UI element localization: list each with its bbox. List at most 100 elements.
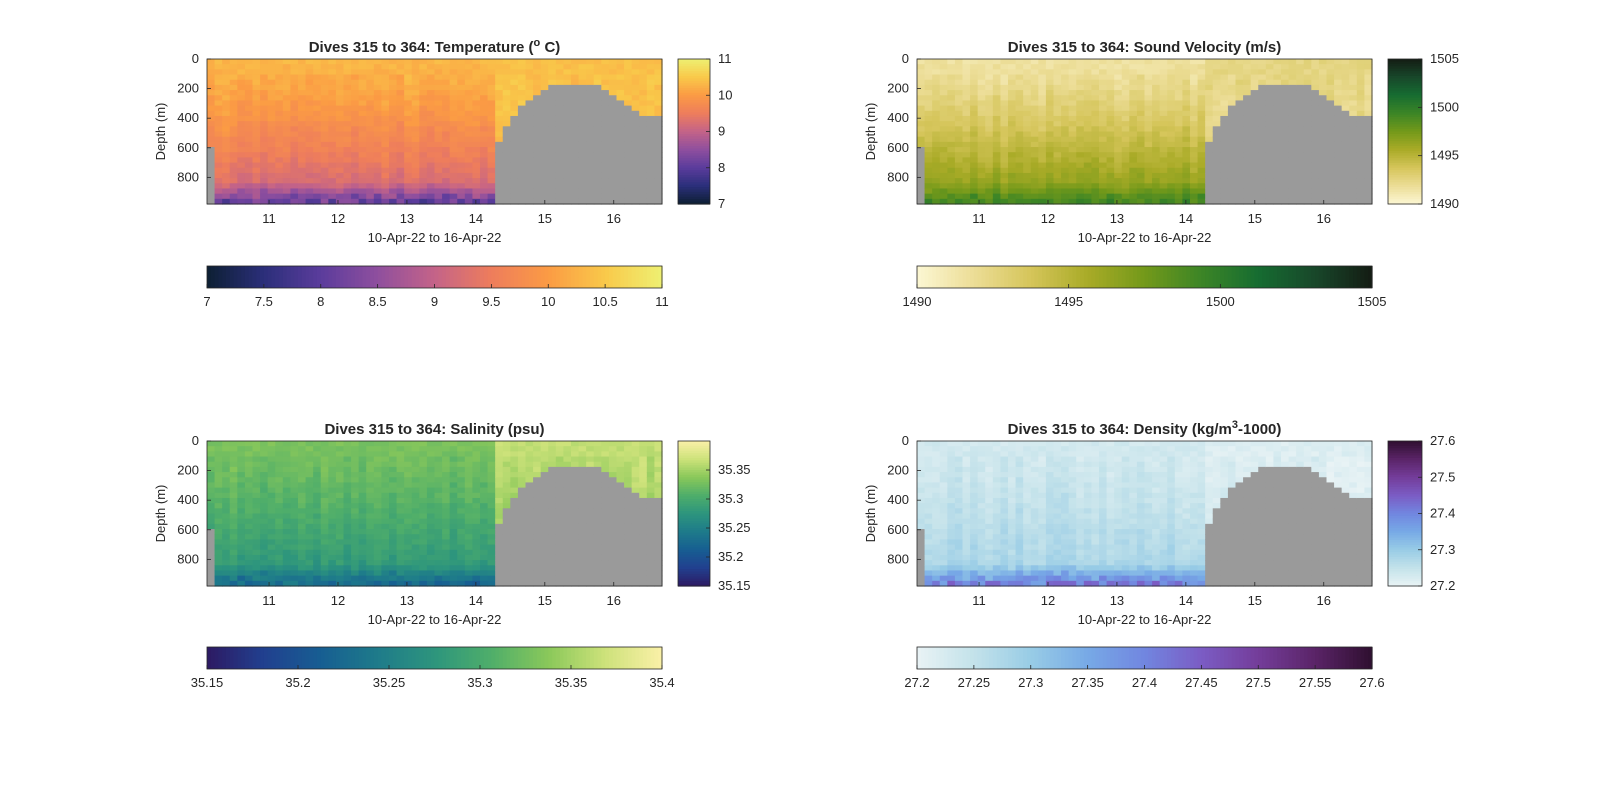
heatmap-cell (924, 126, 933, 133)
heatmap-cell (1099, 105, 1108, 112)
heatmap-cell (1144, 126, 1153, 133)
heatmap-cell (434, 466, 443, 473)
heatmap-cell (1121, 126, 1130, 133)
heatmap-cell (207, 131, 216, 138)
heatmap-cell (1076, 90, 1085, 96)
heatmap-cell (1182, 141, 1191, 148)
heatmap-cell (373, 570, 383, 577)
no-data-cell (1281, 178, 1290, 184)
heatmap-cell (320, 90, 329, 96)
heatmap-cell (616, 64, 625, 70)
heatmap-cell (434, 69, 443, 76)
heatmap-cell (924, 74, 933, 81)
heatmap-cell (366, 539, 375, 546)
heatmap-cell (335, 198, 345, 205)
heatmap-cell (434, 565, 443, 572)
heatmap-cell (252, 121, 261, 127)
heatmap-cell (290, 178, 299, 184)
heatmap-cell (992, 147, 1002, 153)
no-data-cell (207, 172, 216, 179)
heatmap-cell (1091, 198, 1100, 205)
heatmap-cell (358, 539, 367, 546)
heatmap-cell (320, 136, 329, 143)
heatmap-cell (320, 487, 329, 494)
heatmap-cell (985, 183, 994, 190)
no-data-cell (1318, 162, 1328, 169)
heatmap-cell (411, 565, 420, 572)
heatmap-cell (358, 100, 367, 107)
heatmap-cell (992, 172, 1002, 179)
heatmap-cell (411, 121, 420, 127)
heatmap-cell (260, 529, 269, 535)
no-data-cell (563, 152, 572, 158)
no-data-cell (1288, 115, 1297, 122)
heatmap-cell (275, 472, 284, 478)
heatmap-cell (457, 513, 466, 520)
heatmap-cell (275, 441, 284, 447)
heatmap-cell (1076, 59, 1085, 65)
heatmap-cell (381, 79, 390, 86)
heatmap-cell (1121, 90, 1130, 96)
no-data-cell (616, 162, 625, 169)
heatmap-cell (1167, 74, 1176, 81)
heatmap-cell (404, 90, 413, 96)
heatmap-cell (1220, 64, 1229, 70)
heatmap-cell (328, 178, 337, 184)
no-data-cell (1273, 115, 1282, 122)
no-data-cell (555, 162, 565, 169)
heatmap-cell (373, 147, 383, 153)
hbar-swatch (514, 266, 519, 288)
hbar-swatch (1106, 266, 1111, 288)
heatmap-cell (1015, 84, 1024, 91)
heatmap-cell (939, 178, 948, 184)
heatmap-cell (1136, 126, 1146, 133)
heatmap-cell (214, 451, 223, 458)
heatmap-cell (464, 451, 474, 458)
heatmap-cell (313, 508, 322, 515)
heatmap-cell (1008, 64, 1017, 70)
heatmap-cell (404, 497, 413, 504)
colorbar-swatch (678, 80, 710, 84)
heatmap-cell (328, 157, 337, 164)
heatmap-cell (411, 575, 420, 582)
no-data-cell (517, 575, 527, 582)
heatmap-cell (373, 497, 383, 504)
heatmap-cell (358, 554, 367, 561)
heatmap-cell (1106, 157, 1115, 164)
heatmap-cell (1273, 59, 1282, 65)
heatmap-cell (1000, 79, 1009, 86)
heatmap-cell (548, 59, 557, 65)
heatmap-cell (1000, 162, 1009, 169)
heatmap-cell (373, 121, 383, 127)
no-data-cell (639, 162, 648, 169)
no-data-cell (510, 575, 519, 582)
heatmap-cell (939, 136, 948, 143)
heatmap-cell (1061, 183, 1070, 190)
heatmap-cell (373, 518, 383, 525)
heatmap-cell (932, 115, 941, 122)
colorbar-swatch (1388, 71, 1422, 75)
heatmap-cell (252, 178, 261, 184)
heatmap-cell (1159, 95, 1168, 102)
heatmap-cell (1136, 79, 1146, 86)
heatmap-cell (426, 554, 436, 561)
hbar-tick-label: 10.5 (592, 294, 617, 309)
no-data-cell (1303, 183, 1312, 190)
heatmap-cell (404, 95, 413, 102)
no-data-cell (1235, 193, 1244, 200)
heatmap-cell (335, 544, 345, 551)
heatmap-cell (222, 472, 231, 478)
no-data-cell (586, 157, 595, 164)
heatmap-cell (1099, 152, 1108, 158)
no-data-cell (517, 549, 527, 556)
heatmap-cell (1205, 79, 1214, 86)
no-data-cell (517, 110, 527, 117)
heatmap-cell (313, 529, 322, 535)
no-data-cell (502, 560, 511, 566)
no-data-cell (1258, 193, 1267, 200)
heatmap-cell (449, 487, 458, 494)
heatmap-cell (411, 183, 420, 190)
heatmap-cell (207, 466, 216, 473)
heatmap-cell (1114, 178, 1123, 184)
heatmap-cell (977, 74, 986, 81)
